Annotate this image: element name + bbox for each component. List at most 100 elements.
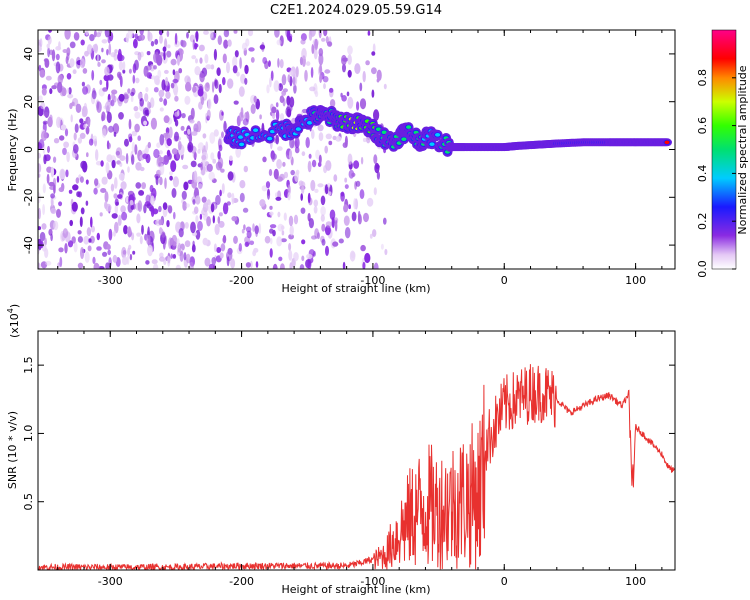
y-tick-label: 40 — [22, 47, 35, 61]
spectrogram-noise-cell — [86, 152, 89, 158]
spectrogram-noise-cell — [338, 238, 344, 244]
y-tick-label: 0.5 — [22, 493, 35, 511]
spectrogram-noise-cell — [150, 40, 155, 47]
spectrogram-noise-cell — [106, 244, 111, 251]
spectrogram-noise-cell — [222, 77, 226, 86]
spectrogram-noise-cell — [271, 106, 277, 114]
spectrogram-noise-cell — [213, 94, 219, 105]
spectrogram-noise-cell — [218, 144, 223, 152]
spectrogram-ridge-cell — [253, 128, 259, 132]
spectrogram-noise-cell — [347, 96, 354, 109]
spectrogram-noise-cell — [190, 107, 195, 120]
spectrogram-noise-cell — [87, 117, 91, 128]
x-tick-label: -200 — [229, 274, 254, 287]
spectrogram-noise-cell — [46, 43, 50, 49]
spectrogram-noise-cell — [294, 171, 299, 182]
spectrogram-noise-cell — [143, 65, 149, 77]
spectrogram-noise-cell — [245, 262, 251, 268]
chart-title: C2E1.2024.029.05.59.G14 — [270, 3, 442, 18]
spectrogram-noise-cell — [310, 67, 314, 78]
spectrogram-noise-cell — [147, 30, 150, 42]
spectrogram-noise-cell — [93, 187, 98, 195]
spectrogram-noise-cell — [321, 223, 326, 232]
spectrogram-noise-cell — [118, 60, 124, 71]
spectrogram-noise-cell — [317, 124, 324, 132]
spectrogram-noise-cell — [167, 205, 173, 214]
spectrogram-noise-cell — [40, 130, 47, 142]
spectrogram-noise-cell — [159, 134, 165, 146]
spectrogram-noise-cell — [45, 260, 52, 266]
spectrogram-noise-cell — [273, 168, 279, 180]
spectrogram-noise-cell — [342, 261, 346, 269]
spectrogram-noise-cell — [72, 69, 77, 75]
spectrogram-noise-cell — [289, 96, 295, 108]
spectrogram-noise-cell — [72, 184, 79, 191]
spectrogram-noise-cell — [310, 179, 316, 192]
spectrogram-noise-cell — [109, 64, 114, 71]
spectrogram-noise-cell — [67, 93, 74, 99]
spectrogram-noise-cell — [332, 241, 339, 247]
spectrogram-noise-cell — [369, 233, 373, 239]
spectrogram-noise-cell — [331, 217, 335, 229]
spectrogram-noise-cell — [269, 248, 273, 258]
spectrogram-noise-cell — [131, 232, 135, 241]
spectrogram-noise-cell — [135, 182, 142, 189]
spectrogram-noise-cell — [327, 41, 333, 47]
spectrogram-noise-cell — [213, 48, 217, 61]
spectrogram-noise-cell — [240, 107, 244, 118]
spectrogram-noise-cell — [65, 169, 69, 178]
spectrogram-noise-cell — [70, 114, 73, 123]
spectrogram-noise-cell — [85, 200, 89, 206]
spectrogram-noise-cell — [69, 102, 73, 110]
snr-y-multiplier: (x104) — [6, 304, 21, 338]
spectrogram-noise-cell — [152, 263, 159, 269]
spectrogram-noise-cell — [243, 165, 248, 173]
spectrogram-noise-cell — [283, 171, 289, 179]
spectrogram-noise-cell — [253, 95, 257, 103]
spectrogram-noise-cell — [173, 91, 178, 96]
spectrogram-noise-cell — [214, 79, 219, 89]
spectrogram-noise-cell — [288, 215, 294, 227]
spectrogram-noise-cell — [276, 159, 282, 169]
spectrogram-noise-cell — [107, 249, 111, 256]
spectrogram-noise-cell — [223, 39, 229, 49]
spectrogram-noise-cell — [129, 199, 134, 206]
spectrogram-noise-cell — [269, 205, 273, 210]
spectrogram-noise-cell — [158, 89, 165, 98]
spectrogram-noise-cell — [139, 97, 144, 107]
spectrogram-noise-cell — [262, 156, 267, 163]
spectrogram-noise-cell — [174, 119, 179, 127]
spectrogram-noise-cell — [113, 52, 118, 61]
spectrogram-noise-cell — [353, 160, 360, 169]
spectrogram-noise-cell — [323, 83, 326, 90]
spectrogram-noise-cell — [68, 87, 72, 95]
y-tick-label: -40 — [22, 236, 35, 254]
spectrogram-noise-cell — [41, 223, 47, 230]
snr-series-line — [38, 364, 675, 570]
spectrogram-noise-cell — [106, 154, 113, 163]
spectrogram-noise-cell — [348, 204, 351, 210]
spectrogram-noise-cell — [232, 56, 238, 68]
spectrogram-noise-cell — [75, 103, 82, 114]
spectrogram-noise-cell — [156, 142, 161, 148]
spectrogram-noise-cell — [266, 84, 270, 94]
spectrogram-noise-cell — [49, 185, 56, 190]
spectrogram-noise-cell — [56, 208, 61, 218]
spectrogram-ridge-cell — [429, 142, 435, 146]
spectrogram-noise-cell — [166, 30, 170, 37]
spectrogram-noise-cell — [112, 123, 120, 135]
spectrogram-noise-cell — [310, 30, 315, 38]
spectrogram-noise-cell — [164, 177, 167, 190]
spectrogram-noise-cell — [116, 71, 122, 79]
spectrogram-noise-cell — [219, 189, 222, 197]
spectrogram-noise-cell — [357, 213, 362, 225]
spectrogram-noise-cell — [295, 66, 299, 78]
svg-text:(x104): (x104) — [6, 304, 21, 338]
spectrogram-noise-cell — [277, 146, 283, 151]
spectrogram-noise-cell — [84, 251, 90, 263]
spectrogram-noise-cell — [252, 223, 255, 232]
spectrogram-noise-cell — [92, 135, 98, 142]
spectrogram-noise-cell — [204, 30, 207, 34]
spectrogram-noise-cell — [75, 177, 80, 184]
spectrogram-noise-cell — [311, 43, 315, 55]
